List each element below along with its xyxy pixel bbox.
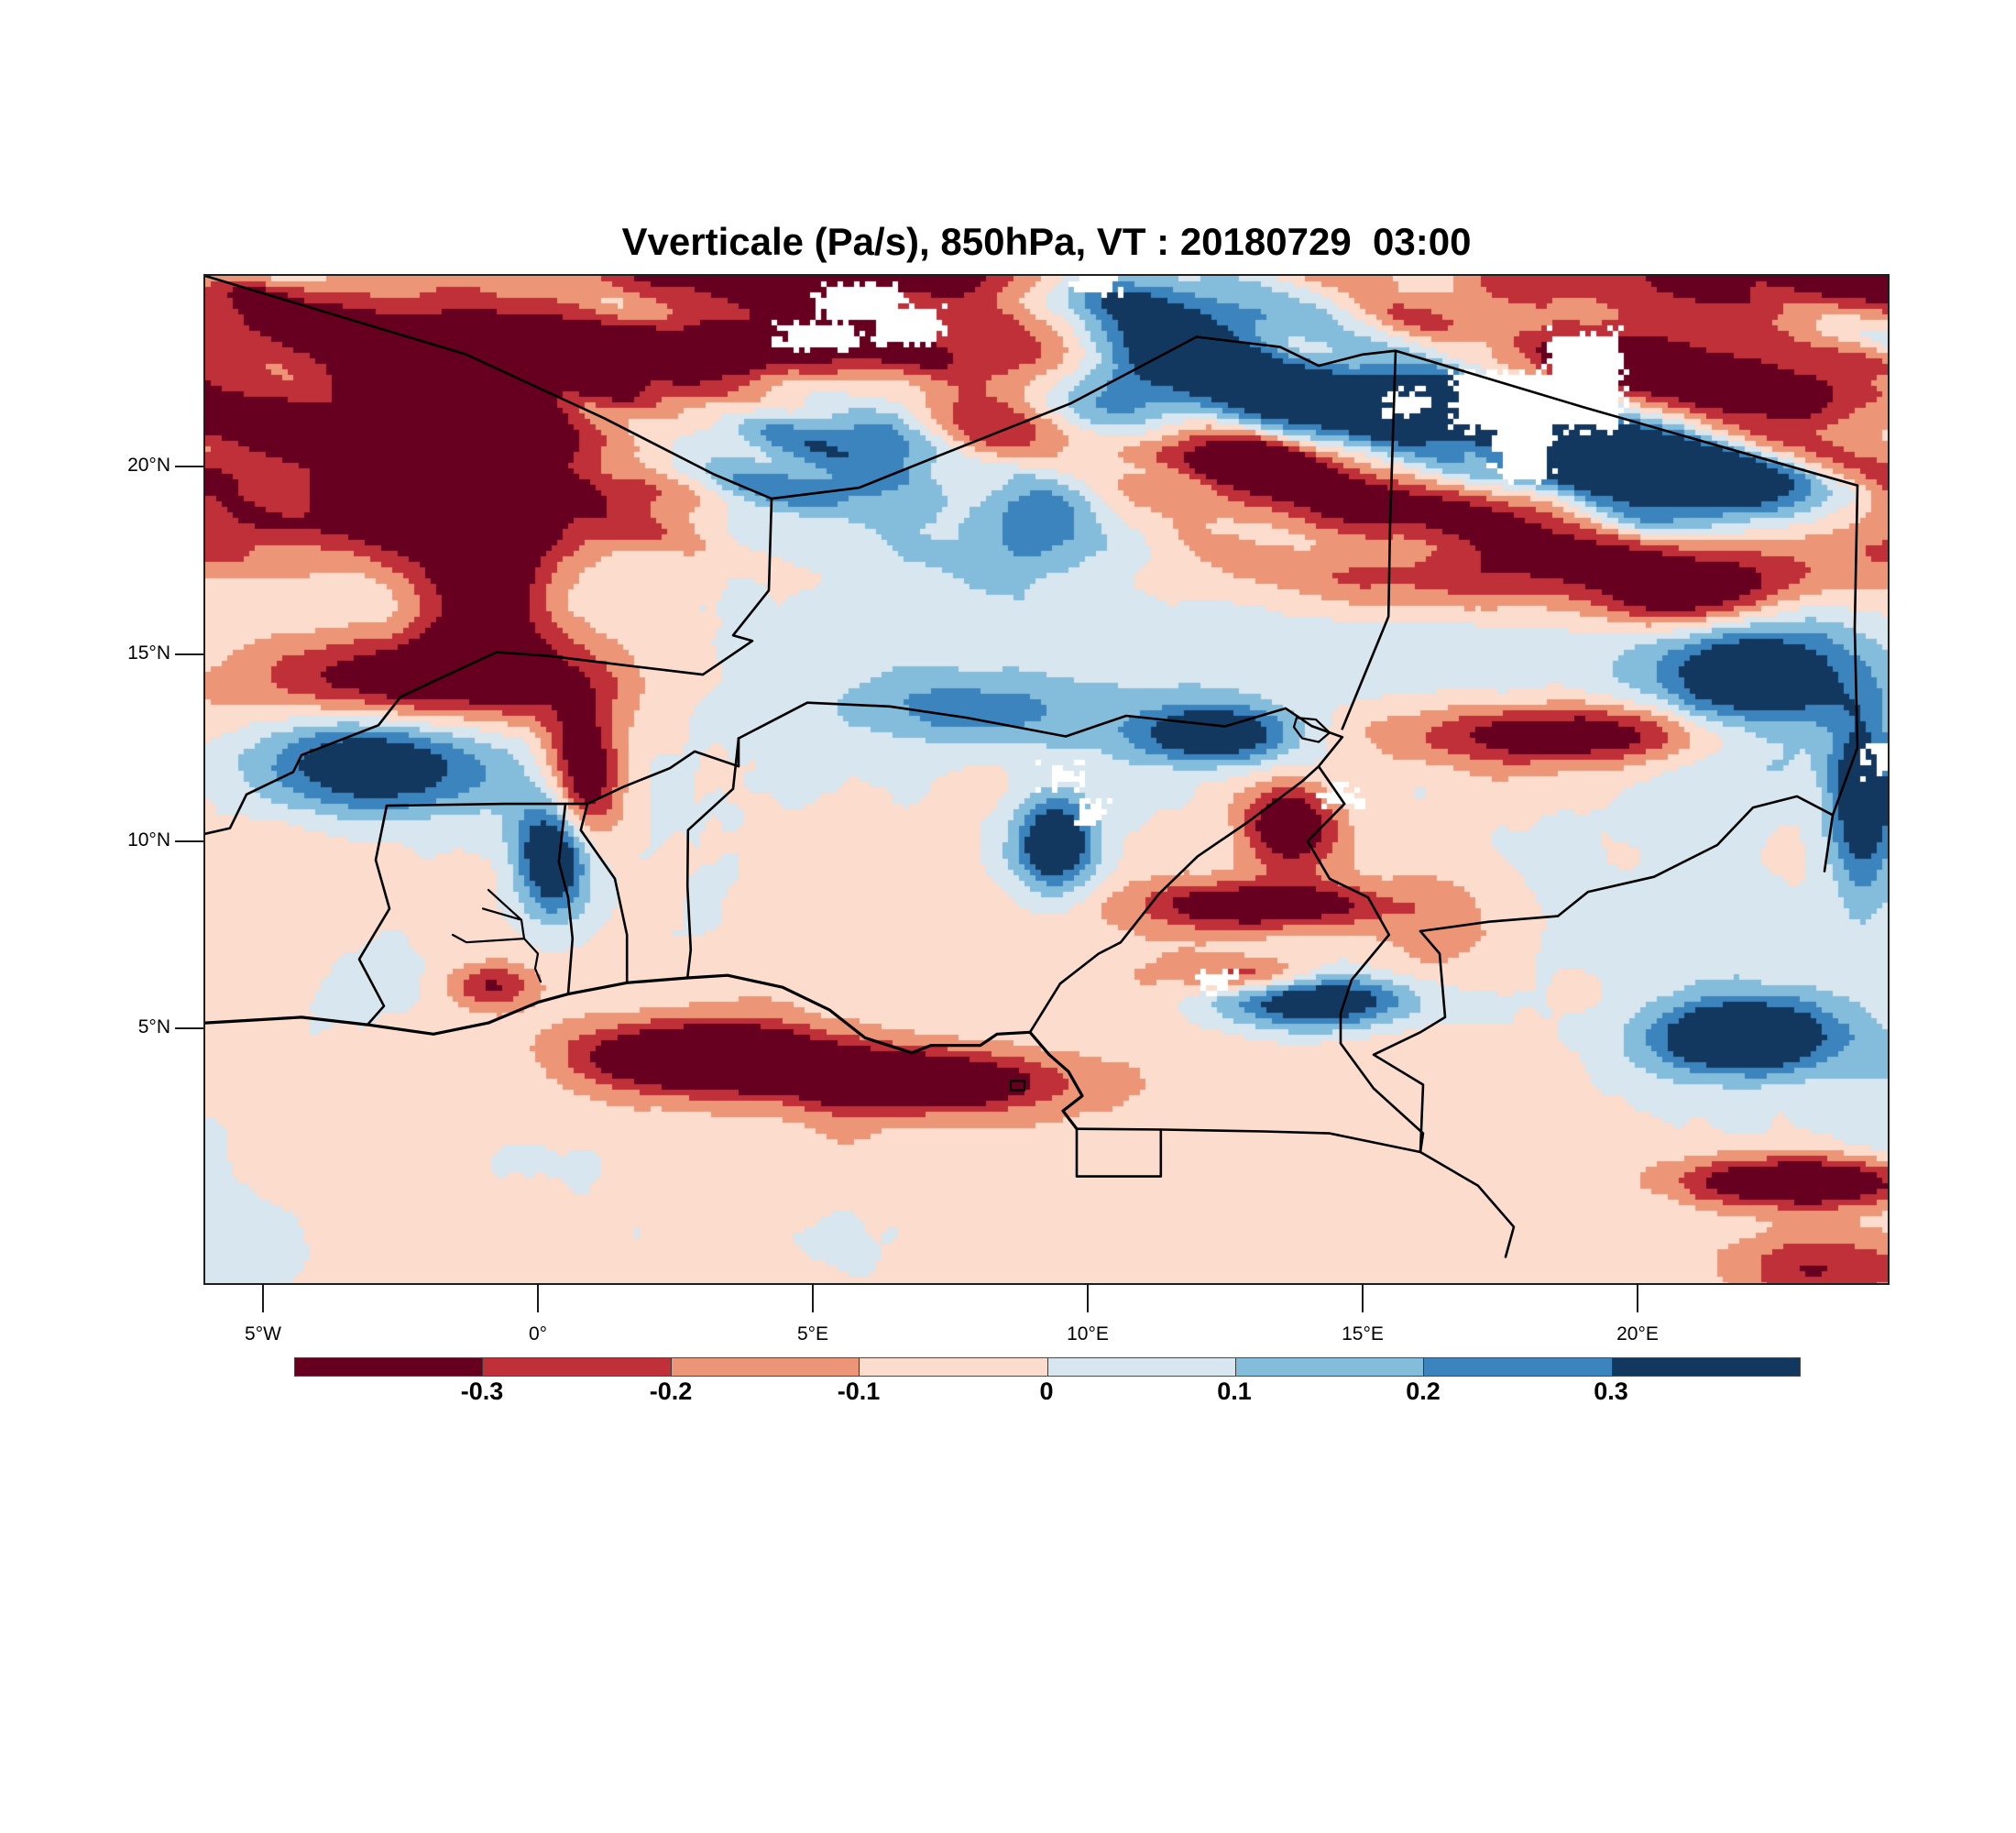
lon-tick-label: 0° [528,1323,548,1345]
country-border [205,696,402,835]
lon-tick-label: 20°E [1616,1323,1659,1345]
colorbar-tick-label: -0.1 [837,1377,881,1405]
country-border [1372,929,1447,1154]
country-border [1419,795,1835,933]
lat-tick [175,840,203,842]
colorbar [294,1357,1801,1377]
plot-title: Vverticale (Pa/s), 850hPa, VT : 20180729… [621,220,1472,263]
colorbar-tick-label: 0 [1039,1377,1054,1405]
country-border [770,335,1199,500]
lon-tick-label: 10°E [1067,1323,1109,1345]
lon-tick-label: 15°E [1342,1323,1384,1345]
lake-outline [487,888,542,983]
country-border [1075,1127,1163,1178]
colorbar-segment [1611,1358,1800,1376]
lon-tick-label: 5°E [796,1323,829,1345]
country-borders-overlay [205,276,1859,1258]
lon-tick [1637,1283,1638,1312]
colorbar-segment [482,1358,671,1376]
country-border [399,497,773,698]
lon-tick [1087,1283,1089,1312]
country-border [557,802,575,995]
country-border [1306,736,1425,1154]
lat-tick-label: 20°N [127,455,170,476]
lat-tick [175,466,203,467]
country-border [357,804,391,1026]
lon-tick [812,1283,814,1312]
lake-outline [451,933,526,944]
lat-tick [175,653,203,655]
lake-outline [1292,717,1331,743]
colorbar-tick-label: -0.3 [460,1377,504,1405]
colorbar-segment [1234,1358,1424,1376]
country-border [586,737,740,806]
country-border [205,276,773,500]
contour-field-canvas [205,276,1888,1283]
country-border [685,737,740,980]
lat-tick [175,1027,203,1029]
country-border [737,701,1344,740]
lon-tick-label: 5°W [245,1323,281,1345]
colorbar-tick-label: 0.1 [1217,1377,1252,1405]
colorbar-segment [670,1358,860,1376]
lon-tick [1362,1283,1364,1312]
colorbar-segment [295,1358,483,1376]
lake-outline [1009,1080,1026,1092]
lon-tick [262,1283,264,1312]
lat-tick-label: 10°N [127,829,170,851]
lat-tick-label: 5°N [137,1016,170,1037]
colorbar-tick-label: 0.3 [1594,1377,1628,1405]
colorbar-tick-label: 0.2 [1406,1377,1441,1405]
country-border [1823,484,1859,873]
coastline [205,973,1084,1131]
country-border [1341,349,1397,730]
colorbar-segment [1423,1358,1612,1376]
country-border [1419,1150,1516,1258]
colorbar-segment [1046,1358,1235,1376]
country-border [579,802,629,984]
colorbar-tick-label: -0.2 [649,1377,693,1405]
lake-outline [481,907,523,921]
lon-tick [537,1283,539,1312]
country-border [1195,335,1859,488]
country-border [1075,1127,1422,1154]
country-border [385,802,589,807]
lat-tick-label: 15°N [127,642,170,664]
map-plot-area [203,274,1890,1285]
country-border [1028,764,1320,1034]
colorbar-segment [859,1358,1047,1376]
